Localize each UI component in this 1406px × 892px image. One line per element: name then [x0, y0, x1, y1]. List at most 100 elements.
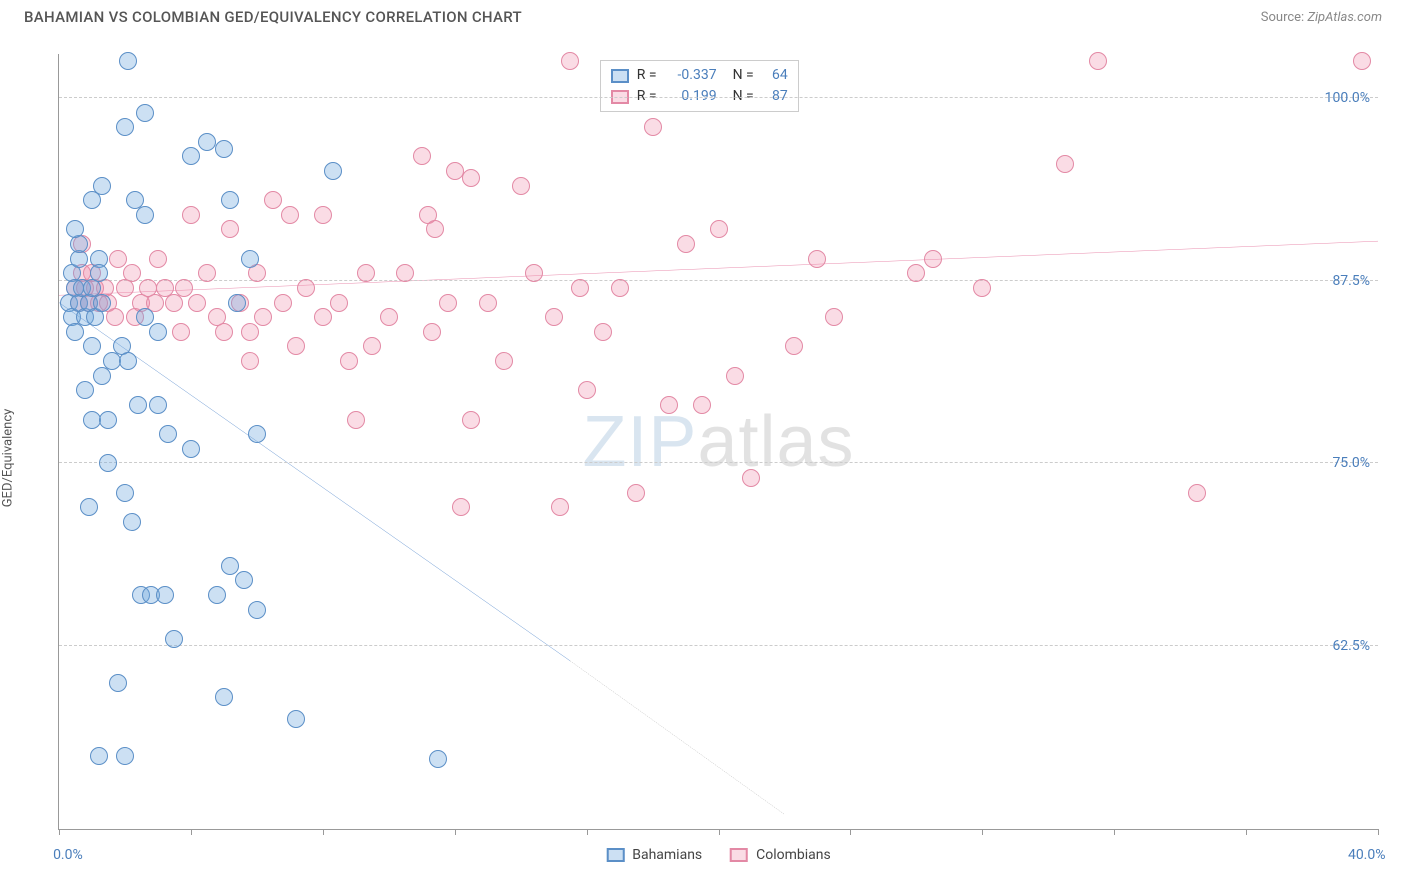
point-colombians	[175, 279, 193, 297]
point-colombians	[627, 484, 645, 502]
point-bahamians	[221, 191, 239, 209]
point-colombians	[571, 279, 589, 297]
x-tick	[1246, 829, 1247, 835]
point-colombians	[578, 381, 596, 399]
y-tick-label: 75.0%	[1332, 455, 1370, 471]
point-colombians	[525, 264, 543, 282]
point-colombians	[1188, 484, 1206, 502]
point-colombians	[330, 294, 348, 312]
x-tick	[1114, 829, 1115, 835]
point-bahamians	[208, 586, 226, 604]
point-bahamians	[215, 688, 233, 706]
x-tick	[59, 829, 60, 835]
point-colombians	[241, 323, 259, 341]
legend-item-bahamians: Bahamians	[606, 847, 702, 863]
point-colombians	[106, 308, 124, 326]
point-colombians	[172, 323, 190, 341]
y-tick-label: 100.0%	[1325, 90, 1370, 106]
point-colombians	[545, 308, 563, 326]
point-colombians	[785, 337, 803, 355]
point-bahamians	[119, 52, 137, 70]
point-colombians	[726, 367, 744, 385]
point-colombians	[357, 264, 375, 282]
y-tick-label: 62.5%	[1332, 638, 1370, 654]
point-bahamians	[76, 381, 94, 399]
point-colombians	[1089, 52, 1107, 70]
plot-area: ZIPatlas R = -0.337 N = 64 R = 0.199 N =…	[58, 54, 1378, 830]
point-colombians	[446, 162, 464, 180]
x-tick	[1378, 829, 1379, 835]
point-colombians	[924, 250, 942, 268]
point-bahamians	[182, 147, 200, 165]
point-colombians	[825, 308, 843, 326]
point-colombians	[426, 220, 444, 238]
point-bahamians	[119, 352, 137, 370]
point-colombians	[561, 52, 579, 70]
gridline	[59, 645, 1378, 646]
point-bahamians	[80, 498, 98, 516]
point-colombians	[380, 308, 398, 326]
point-bahamians	[116, 747, 134, 765]
x-tick	[455, 829, 456, 835]
point-colombians	[198, 264, 216, 282]
x-tick	[587, 829, 588, 835]
point-colombians	[973, 279, 991, 297]
point-colombians	[314, 308, 332, 326]
point-bahamians	[136, 206, 154, 224]
point-bahamians	[159, 425, 177, 443]
point-bahamians	[248, 601, 266, 619]
x-tick	[191, 829, 192, 835]
watermark: ZIPatlas	[582, 401, 854, 483]
point-colombians	[182, 206, 200, 224]
point-colombians	[512, 177, 530, 195]
point-colombians	[1056, 155, 1074, 173]
point-bahamians	[83, 411, 101, 429]
point-colombians	[452, 498, 470, 516]
point-bahamians	[136, 308, 154, 326]
y-axis-label: GED/Equivalency	[1, 409, 16, 508]
point-colombians	[281, 206, 299, 224]
point-bahamians	[228, 294, 246, 312]
point-bahamians	[66, 220, 84, 238]
point-colombians	[479, 294, 497, 312]
point-bahamians	[90, 264, 108, 282]
point-colombians	[644, 118, 662, 136]
point-colombians	[274, 294, 292, 312]
point-bahamians	[109, 674, 127, 692]
point-colombians	[413, 147, 431, 165]
x-tick	[323, 829, 324, 835]
point-bahamians	[287, 710, 305, 728]
x-tick	[719, 829, 720, 835]
point-bahamians	[248, 425, 266, 443]
point-bahamians	[90, 747, 108, 765]
point-colombians	[710, 220, 728, 238]
point-colombians	[347, 411, 365, 429]
point-colombians	[264, 191, 282, 209]
point-bahamians	[198, 133, 216, 151]
point-colombians	[808, 250, 826, 268]
point-bahamians	[182, 440, 200, 458]
point-bahamians	[324, 162, 342, 180]
point-bahamians	[116, 484, 134, 502]
swatch-bahamians	[611, 69, 629, 83]
point-colombians	[907, 264, 925, 282]
point-colombians	[423, 323, 441, 341]
point-bahamians	[83, 337, 101, 355]
chart: GED/Equivalency ZIPatlas R = -0.337 N = …	[12, 36, 1394, 880]
point-colombians	[188, 294, 206, 312]
x-tick	[982, 829, 983, 835]
point-colombians	[1353, 52, 1371, 70]
point-colombians	[594, 323, 612, 341]
point-bahamians	[93, 294, 111, 312]
point-bahamians	[156, 586, 174, 604]
gridline	[59, 462, 1378, 463]
point-bahamians	[99, 411, 117, 429]
point-colombians	[340, 352, 358, 370]
series-legend: Bahamians Colombians	[606, 847, 831, 863]
point-colombians	[254, 308, 272, 326]
point-colombians	[462, 169, 480, 187]
point-colombians	[314, 206, 332, 224]
point-colombians	[123, 264, 141, 282]
point-bahamians	[123, 513, 141, 531]
point-bahamians	[93, 177, 111, 195]
